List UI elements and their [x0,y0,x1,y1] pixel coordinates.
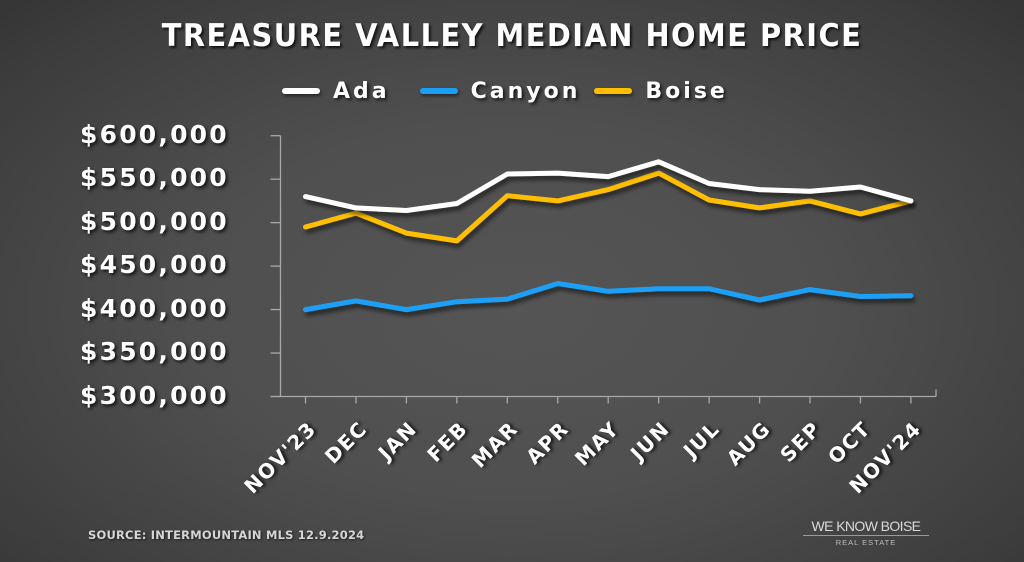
series-line-boise [303,170,914,244]
legend-item-ada: Ada [282,79,390,104]
series-line-ada [303,159,914,213]
source-note: SOURCE: INTERMOUNTAIN MLS 12.9.2024 [88,528,365,542]
legend-swatch-ada [282,88,320,94]
y-tick-label: $450,000 [80,250,229,279]
logo-sub-text: REAL ESTATE [835,538,897,547]
y-tick-label: $300,000 [80,381,229,410]
axes [270,135,937,404]
legend-item-canyon: Canyon [419,78,581,104]
logo-divider [803,535,929,536]
series-lines [303,159,914,313]
logo-main-text: WE KNOW BOISE [811,518,921,534]
legend-item-boise: Boise [594,79,727,104]
brand-logo: WE KNOW BOISE REAL ESTATE [803,518,929,547]
series-line-canyon [303,281,914,313]
y-tick-label: $500,000 [80,207,229,236]
chart-title: TREASURE VALLEY MEDIAN HOME PRICE [161,18,863,54]
legend-label-canyon: Canyon [470,78,581,104]
y-tick-label: $400,000 [80,294,229,323]
legend-swatch-canyon [419,88,458,94]
legend-swatch-boise [594,88,633,94]
y-tick-label: $350,000 [80,337,229,366]
y-tick-label: $600,000 [80,120,229,149]
legend: Ada Canyon Boise [282,76,742,106]
legend-label-boise: Boise [645,78,728,104]
y-tick-label: $550,000 [80,163,229,192]
legend-label-ada: Ada [333,78,390,104]
